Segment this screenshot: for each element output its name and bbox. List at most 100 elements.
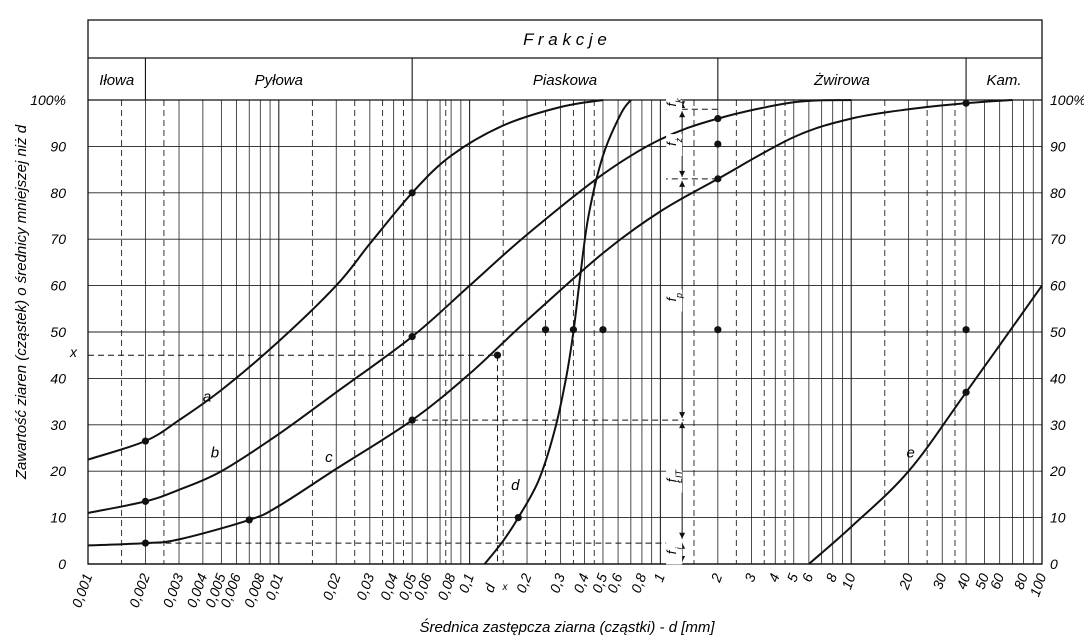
x-tick-label: 4 bbox=[765, 571, 783, 584]
y-tick-label-right: 90 bbox=[1050, 138, 1066, 154]
x-tick-label: 0,03 bbox=[353, 571, 377, 602]
y-tick-label-left: 60 bbox=[50, 278, 66, 294]
x-tick-label: 3 bbox=[741, 571, 759, 584]
grid bbox=[88, 99, 1042, 565]
y-tick-label-left: 80 bbox=[50, 185, 66, 201]
x-tick-label: 8 bbox=[822, 571, 840, 584]
x-tick-label: 0,8 bbox=[628, 571, 650, 595]
data-point bbox=[541, 326, 550, 334]
y-tick-label-left: 10 bbox=[50, 510, 66, 526]
f-arrow-head-up bbox=[679, 111, 686, 118]
data-point bbox=[245, 516, 253, 524]
f-arrow-head-down bbox=[679, 412, 686, 419]
f-arrow-head-up bbox=[679, 422, 686, 429]
data-point bbox=[962, 388, 970, 396]
f-label: f bbox=[664, 296, 679, 301]
x-tick-label: 0,2 bbox=[513, 571, 535, 595]
fraction-label: Żwirowa bbox=[813, 72, 870, 89]
data-point bbox=[962, 99, 970, 107]
x-tick-label: 0,002 bbox=[126, 571, 153, 610]
header-title: F r a k c j e bbox=[523, 30, 607, 49]
data-point bbox=[408, 189, 416, 197]
f-label: f bbox=[664, 141, 679, 146]
x-tick-label: 10 bbox=[838, 571, 858, 591]
x-tick-label: 80 bbox=[1011, 571, 1031, 591]
data-point bbox=[714, 140, 722, 148]
x-tick-label: 2 bbox=[707, 571, 725, 585]
curve-label-d: d bbox=[511, 477, 520, 494]
f-label-bg bbox=[666, 470, 683, 493]
data-point bbox=[141, 497, 150, 505]
x-tick-label: 0,001 bbox=[68, 571, 95, 609]
x-tick-label: 40 bbox=[953, 571, 973, 591]
f-label-sub: i bbox=[674, 546, 684, 549]
x-axis-label: Średnica zastępcza ziarna (cząstki) - d … bbox=[419, 618, 715, 636]
curve-label-c: c bbox=[325, 449, 333, 466]
fraction-label: Piaskowa bbox=[533, 72, 597, 89]
f-arrow-head-down bbox=[679, 170, 686, 177]
fraction-label: Pyłowa bbox=[255, 72, 303, 89]
f-label-bg bbox=[666, 94, 683, 117]
y-tick-label-right: 20 bbox=[1049, 463, 1066, 479]
y-tick-label-right: 100% bbox=[1050, 92, 1084, 108]
y-tick-label-right: 30 bbox=[1050, 417, 1066, 433]
x-tick-label: 0,5 bbox=[589, 571, 611, 595]
curve-label-e: e bbox=[907, 444, 915, 461]
x-tick-label: 60 bbox=[987, 571, 1007, 591]
x-tick-label: 0,1 bbox=[455, 571, 477, 595]
x-tick-label: 1 bbox=[650, 571, 668, 584]
data-points bbox=[141, 99, 970, 547]
dx-subscript: x bbox=[501, 582, 508, 593]
f-label-bg bbox=[666, 134, 683, 157]
data-point bbox=[514, 514, 522, 522]
dx-label: d bbox=[481, 580, 499, 594]
y-tick-label-left: 90 bbox=[50, 138, 66, 154]
curves bbox=[87, 99, 1043, 565]
f-label: f bbox=[664, 101, 679, 106]
y-tick-label-left: 30 bbox=[50, 417, 66, 433]
x-tick-label: 0,02 bbox=[319, 571, 343, 602]
chart-frame bbox=[87, 19, 1043, 565]
y-tick-label-right: 10 bbox=[1050, 510, 1066, 526]
curve-e bbox=[808, 285, 1043, 565]
data-point bbox=[714, 326, 722, 334]
x-tick-label: 0,3 bbox=[546, 571, 568, 595]
f-label-sub: k bbox=[674, 98, 684, 103]
y-axis-label: Zawartość ziaren (cząstek) o średnicy mn… bbox=[13, 124, 30, 480]
curve-b bbox=[87, 99, 852, 514]
y-tick-label-right: 0 bbox=[1050, 556, 1058, 572]
data-point bbox=[599, 326, 607, 334]
f-arrow-head-down bbox=[679, 532, 686, 539]
y-tick-label-left: 70 bbox=[50, 231, 66, 247]
y-tick-label-left: 50 bbox=[50, 324, 66, 340]
curve-c bbox=[87, 99, 1013, 547]
fraction-header: F r a k c j e Iłowa Pyłowa Piaskowa Żwirowa K… bbox=[87, 19, 1043, 565]
x-tick-label: 0,4 bbox=[570, 571, 592, 595]
y-tick-label-right: 70 bbox=[1050, 231, 1066, 247]
y-tick-label-right: 60 bbox=[1050, 278, 1066, 294]
f-label: f bbox=[664, 477, 679, 482]
data-point bbox=[408, 333, 416, 341]
f-label-sub: ŁIT bbox=[674, 468, 684, 483]
data-point bbox=[141, 437, 150, 445]
x-tick-label: 30 bbox=[929, 571, 949, 591]
curve-label-a: a bbox=[203, 389, 211, 406]
f-label-sub: p bbox=[674, 293, 684, 299]
x-tick-label: 50 bbox=[972, 571, 992, 591]
y-tick-label-right: 80 bbox=[1050, 185, 1066, 201]
y-tick-label-right: 40 bbox=[1050, 370, 1066, 386]
f-label: f bbox=[664, 549, 679, 554]
f-label-bg bbox=[666, 289, 683, 312]
data-point bbox=[569, 326, 578, 334]
f-label-bg bbox=[666, 542, 683, 565]
y-tick-label-left: 100% bbox=[30, 92, 66, 108]
y-tick-label-right: 50 bbox=[1050, 324, 1066, 340]
data-point bbox=[714, 114, 722, 123]
f-arrow-head-up bbox=[679, 180, 686, 187]
f-label-sub: ż bbox=[674, 137, 684, 143]
fraction-label: Kam. bbox=[987, 72, 1022, 89]
x-tick-label: 0,08 bbox=[434, 571, 458, 602]
